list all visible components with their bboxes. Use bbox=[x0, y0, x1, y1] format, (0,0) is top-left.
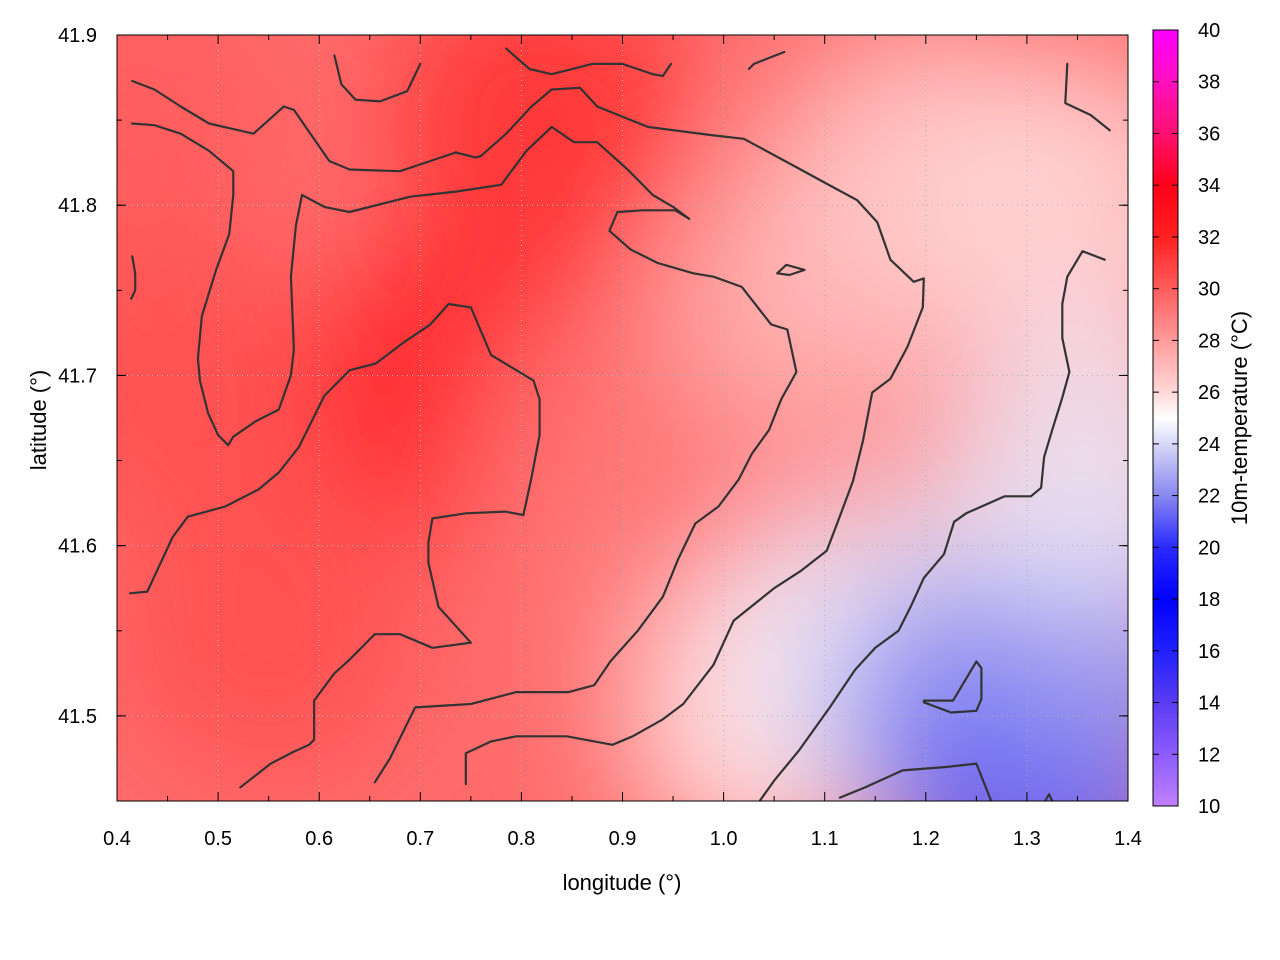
contour-line bbox=[333, 54, 422, 103]
x-tick-label: 0.6 bbox=[305, 828, 333, 850]
contour-line bbox=[758, 250, 1106, 801]
y-tick-label: 41.6 bbox=[58, 536, 97, 558]
colorbar-gradient-bar bbox=[1152, 29, 1179, 807]
temperature-heatmap bbox=[117, 35, 1128, 801]
x-tick-label: 0.5 bbox=[204, 828, 232, 850]
y-tick-label: 41.5 bbox=[58, 706, 97, 728]
contour-lines bbox=[129, 47, 1111, 801]
colorbar-tick-label: 28 bbox=[1198, 330, 1220, 352]
contour-line bbox=[131, 79, 925, 786]
colorbar-tick-label: 34 bbox=[1198, 175, 1220, 197]
x-tick-label: 1.2 bbox=[912, 828, 940, 850]
x-tick-label: 1.4 bbox=[1114, 828, 1142, 850]
colorbar-tick-label: 24 bbox=[1198, 434, 1220, 456]
contour-line bbox=[505, 47, 673, 78]
contour-line bbox=[1043, 793, 1054, 801]
y-tick-label: 41.9 bbox=[58, 25, 97, 47]
contour-line bbox=[922, 660, 983, 714]
colorbar-tick-label: 12 bbox=[1198, 744, 1220, 766]
colorbar-tick-label: 32 bbox=[1198, 227, 1220, 249]
contour-line bbox=[1064, 62, 1111, 132]
y-axis-label: latitude (°) bbox=[26, 370, 51, 471]
colorbar-label: 10m-temperature (°C) bbox=[1227, 311, 1252, 525]
colorbar-tick-label: 16 bbox=[1198, 641, 1220, 663]
colorbar-tick-label: 22 bbox=[1198, 486, 1220, 508]
contour-line bbox=[129, 302, 541, 789]
colorbar-tick-label: 14 bbox=[1198, 693, 1220, 715]
x-tick-label: 0.9 bbox=[609, 828, 637, 850]
colorbar-tick-label: 36 bbox=[1198, 123, 1220, 145]
x-tick-label: 1.1 bbox=[811, 828, 839, 850]
y-tick-label: 41.8 bbox=[58, 195, 97, 217]
colorbar-ticks: 10 12 14 16 18 20 22 24 26 28 30 32 34 36 38 40 bbox=[1153, 20, 1220, 818]
x-tick-label: 0.8 bbox=[507, 828, 535, 850]
colorbar-tick-label: 30 bbox=[1198, 279, 1220, 301]
colorbar-tick-label: 26 bbox=[1198, 382, 1220, 404]
x-tick-label: 0.7 bbox=[406, 828, 434, 850]
contour-line bbox=[747, 50, 786, 71]
contour-line bbox=[130, 255, 137, 300]
y-tick-label: 41.7 bbox=[58, 365, 97, 387]
colorbar-tick-label: 38 bbox=[1198, 72, 1220, 94]
x-axis-label: longitude (°) bbox=[563, 870, 682, 895]
colorbar-tick-label: 10 bbox=[1198, 796, 1220, 818]
contour-line bbox=[131, 122, 798, 784]
contour-line bbox=[776, 263, 806, 277]
x-tick-label: 1.3 bbox=[1013, 828, 1041, 850]
colorbar-tick-label: 20 bbox=[1198, 537, 1220, 559]
temperature-region bbox=[118, 480, 419, 781]
colorbar: 10 12 14 16 18 20 22 24 26 28 30 32 34 36 38 40 10m-tem… bbox=[1152, 20, 1252, 818]
colorbar-tick-label: 18 bbox=[1198, 589, 1220, 611]
x-axis: 0.4 0.5 0.6 0.7 0.8 0.9 1.0 1.1 1.2 1.3 1.4 bbox=[103, 35, 1142, 850]
contour-line bbox=[838, 762, 993, 801]
x-tick-label: 1.0 bbox=[710, 828, 738, 850]
x-tick-label: 0.4 bbox=[103, 828, 131, 850]
temperature-region bbox=[937, 310, 1128, 611]
y-axis: 41.5 41.6 41.7 41.8 41.9 bbox=[58, 25, 1128, 802]
colorbar-tick-label: 40 bbox=[1198, 20, 1220, 42]
